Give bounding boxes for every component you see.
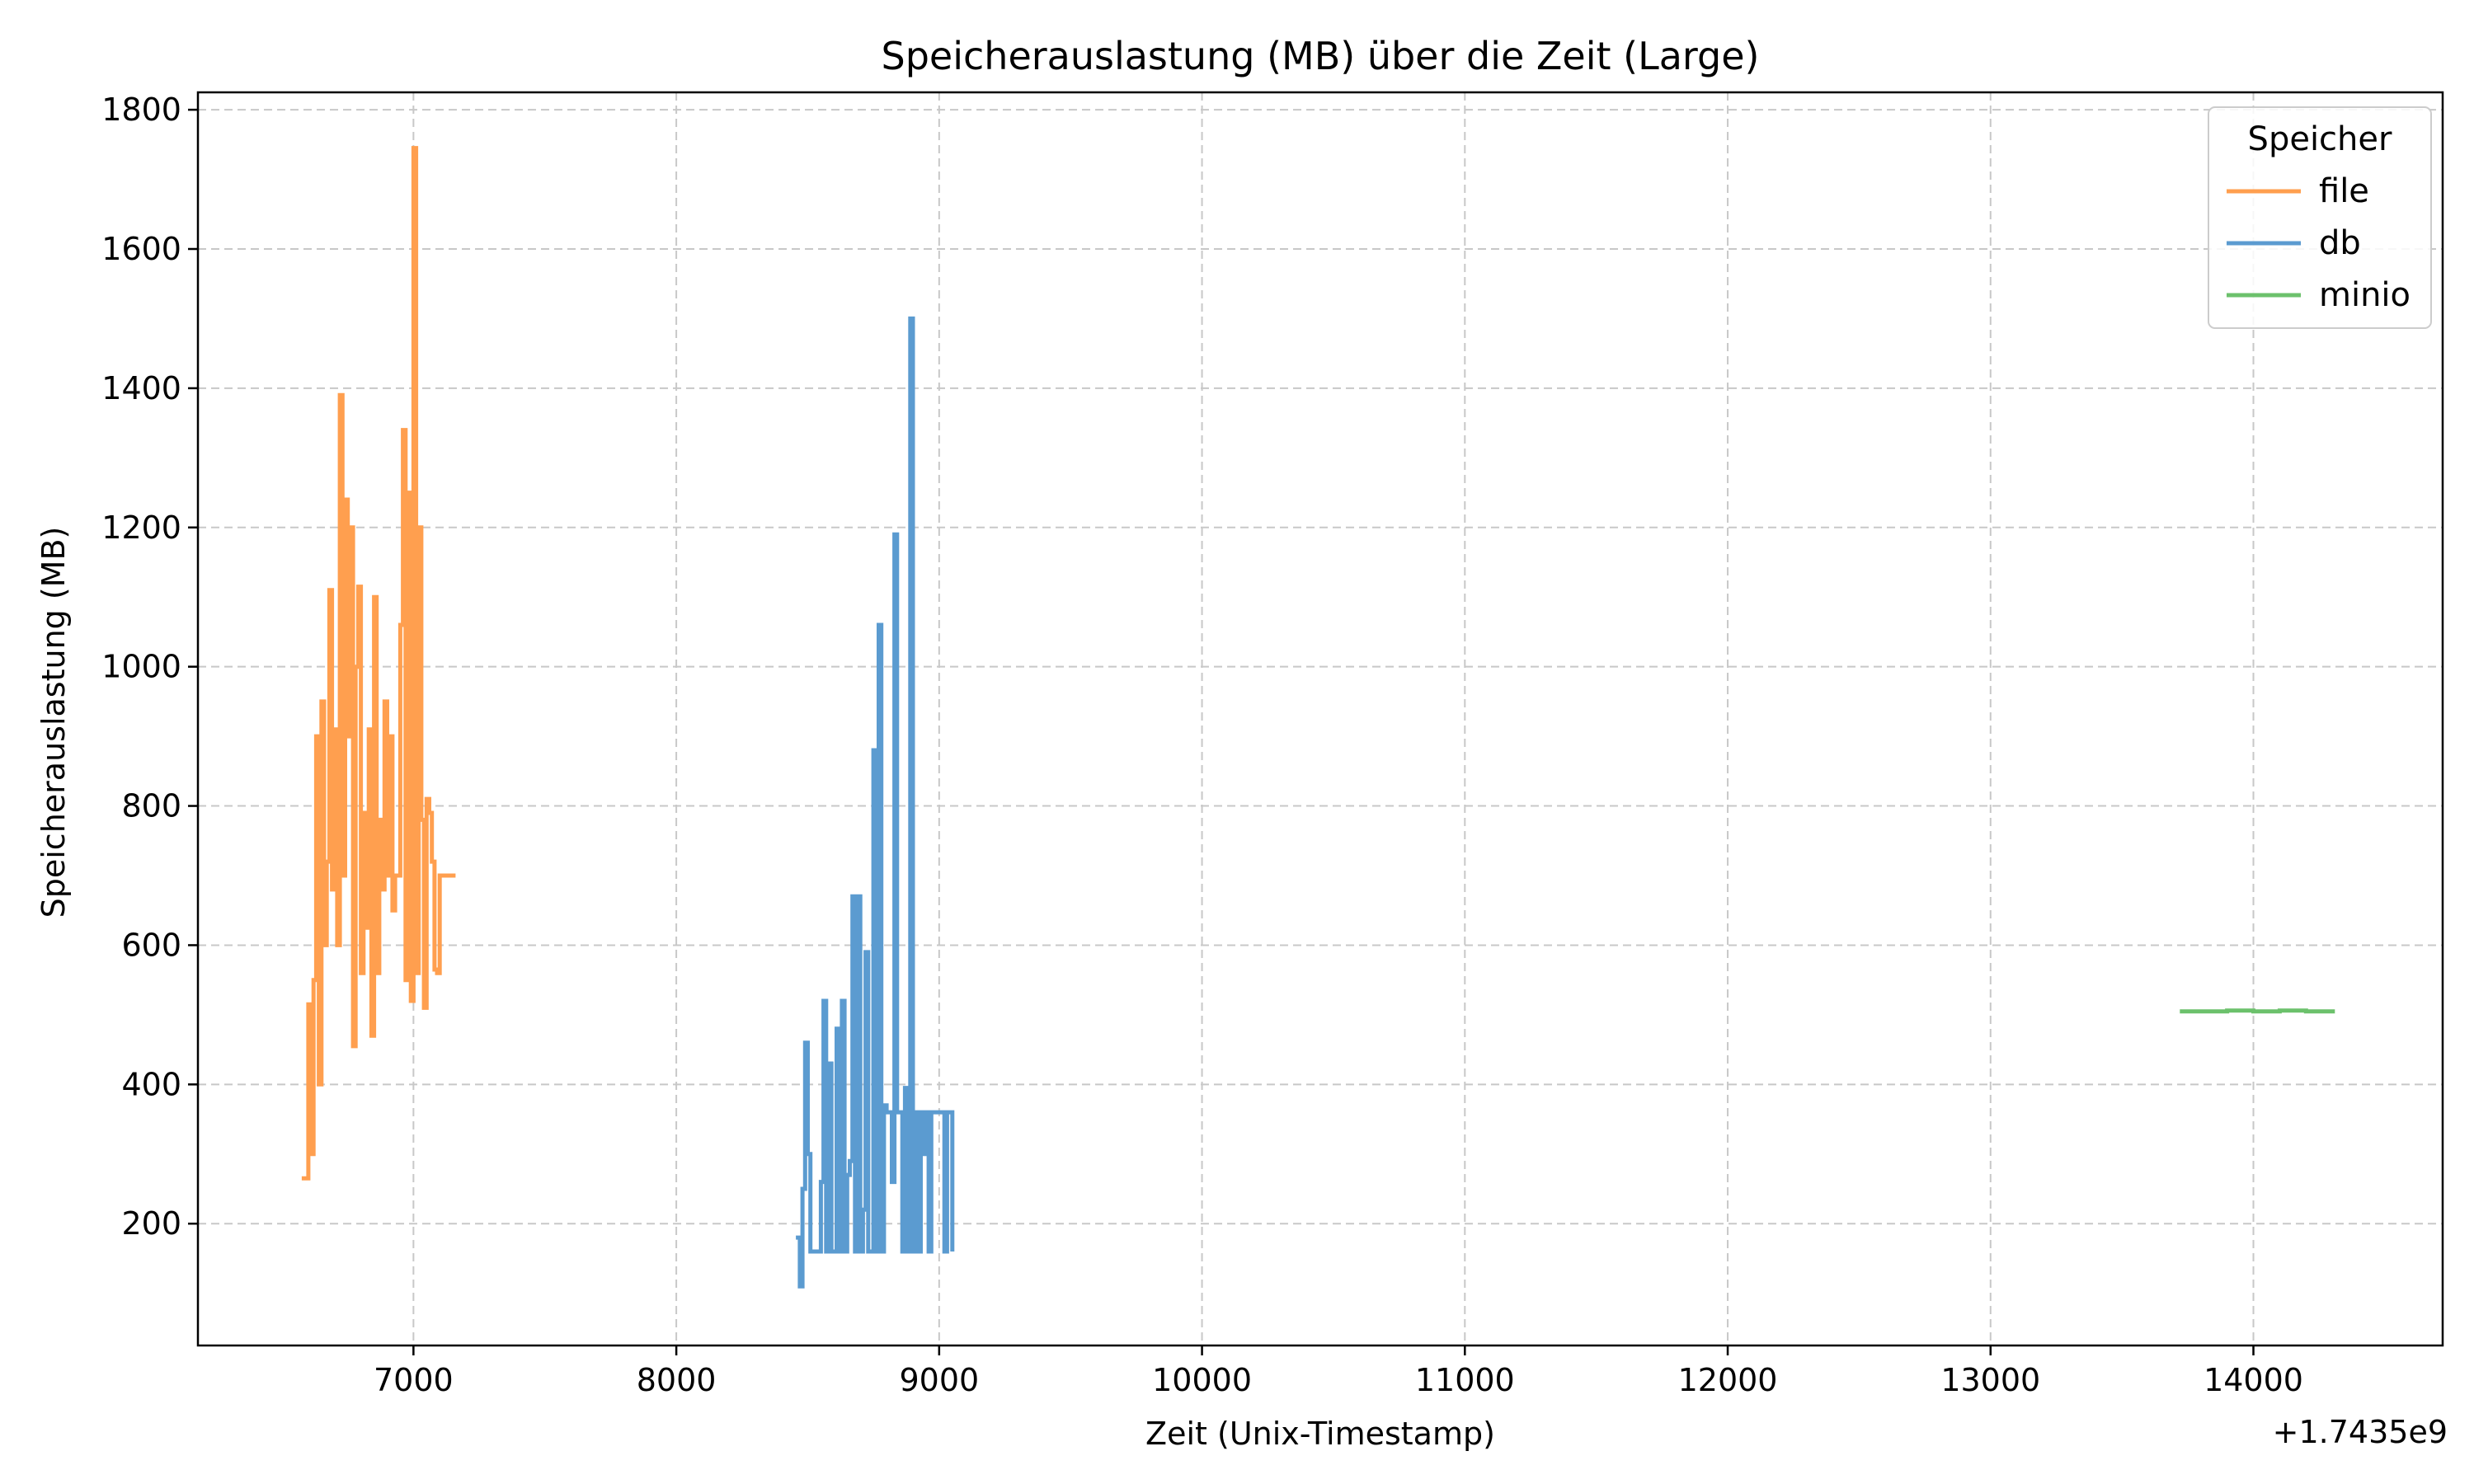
y-tick-label: 200 (121, 1205, 181, 1242)
y-tick-label: 600 (121, 927, 181, 963)
y-tick-label: 1600 (101, 231, 181, 267)
series-line-db (796, 316, 955, 1289)
x-offset-label: +1.7435e9 (2273, 1414, 2448, 1450)
plot-frame (196, 91, 2444, 1347)
x-tick-label: 12000 (1678, 1362, 1778, 1398)
x-tick-label: 10000 (1152, 1362, 1252, 1398)
x-tick-label: 9000 (899, 1362, 979, 1398)
y-tick-label: 1000 (101, 649, 181, 685)
legend-label-db: db (2319, 224, 2361, 262)
x-tick-label: 14000 (2204, 1362, 2303, 1398)
y-tick-label: 1400 (101, 370, 181, 406)
y-tick-label: 800 (121, 788, 181, 824)
x-tick-label: 11000 (1415, 1362, 1515, 1398)
x-tick-label: 7000 (374, 1362, 454, 1398)
x-axis-label: Zeit (Unix-Timestamp) (1145, 1416, 1495, 1452)
y-tick-label: 1200 (101, 510, 181, 546)
legend-title: Speicher (2248, 120, 2392, 158)
x-tick-label: 13000 (1940, 1362, 2040, 1398)
x-tick-label: 8000 (637, 1362, 717, 1398)
series-lines (301, 146, 2335, 1289)
legend-label-minio: minio (2319, 276, 2411, 314)
series-line-minio (2180, 1008, 2335, 1014)
legend: Speicher file db minio (2208, 106, 2432, 329)
chart-title: Speicherauslastung (MB) über die Zeit (L… (882, 34, 1760, 78)
legend-label-file: file (2319, 172, 2369, 210)
grid-lines (198, 92, 2443, 1345)
y-axis-label: Speicherauslastung (MB) (35, 527, 72, 918)
axis-ticks: 7000 8000 9000 10000 11000 12000 13000 14000 200… (101, 92, 2303, 1398)
series-line-file (301, 146, 456, 1181)
y-tick-label: 400 (121, 1066, 181, 1102)
y-tick-label: 1800 (101, 92, 181, 128)
legend-box (2208, 106, 2432, 329)
